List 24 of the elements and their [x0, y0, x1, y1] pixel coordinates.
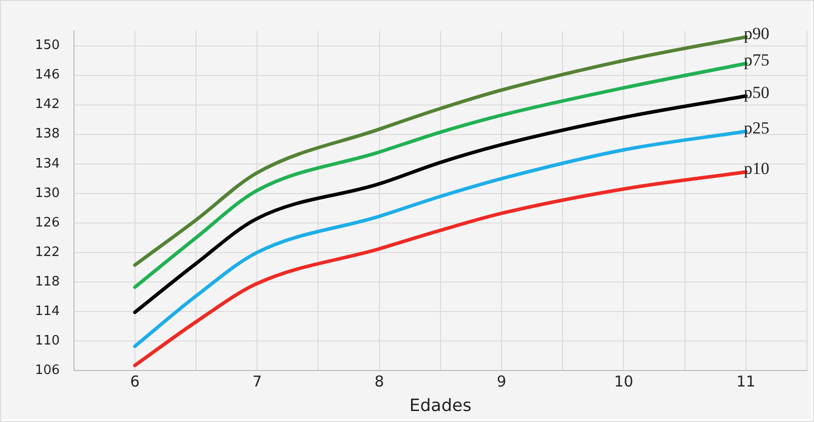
x-tick-label: 10: [614, 372, 634, 390]
y-tick-label: 134: [34, 156, 60, 172]
y-tick-label: 146: [34, 68, 60, 83]
y-tick-label: 142: [34, 97, 60, 112]
y-tick-label: 106: [34, 362, 60, 378]
x-tick-label: 6: [130, 372, 140, 390]
y-tick-label: 138: [34, 126, 60, 142]
series-label: p50: [744, 82, 770, 102]
y-tick-label: 130: [34, 186, 60, 201]
y-tick-label: 114: [34, 304, 60, 319]
series-label: p75: [744, 50, 770, 70]
y-tick-label: 126: [34, 215, 60, 230]
y-tick-label: 150: [34, 38, 60, 54]
x-tick-label: 8: [374, 372, 384, 390]
series-label: p25: [744, 118, 770, 138]
series-label: p10: [744, 158, 770, 178]
x-tick-label: 7: [252, 372, 262, 390]
y-tick-label: 122: [34, 244, 60, 260]
x-axis-title: Edades: [409, 396, 472, 416]
x-tick-label: 11: [736, 372, 756, 390]
y-tick-label: 110: [34, 333, 60, 348]
y-tick-label: 118: [34, 274, 60, 290]
series-label: p90: [744, 24, 770, 43]
x-tick-label: 9: [496, 372, 506, 390]
